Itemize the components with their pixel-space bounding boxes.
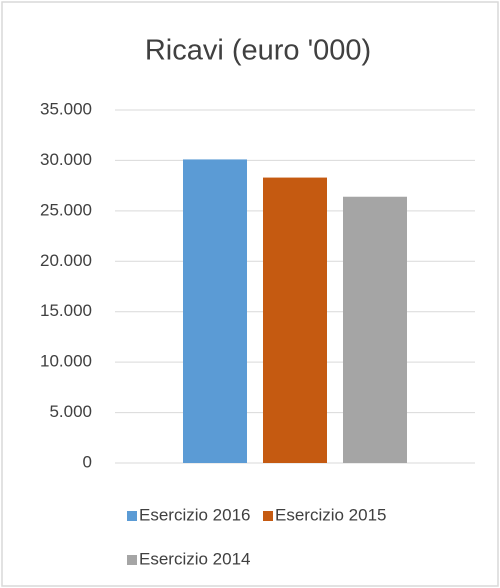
bar	[343, 196, 407, 464]
y-tick-label: 35.000	[40, 99, 92, 118]
y-tick-label: 15.000	[40, 301, 92, 320]
legend-label: Esercizio 2014	[139, 549, 251, 568]
bar	[183, 159, 247, 464]
y-tick-label: 5.000	[49, 402, 92, 421]
chart-title: Ricavi (euro '000)	[145, 35, 371, 67]
legend-label: Esercizio 2016	[139, 505, 251, 524]
bar	[263, 177, 327, 463]
y-tick-label: 10.000	[40, 352, 92, 371]
y-tick-label: 20.000	[40, 251, 92, 270]
y-tick-label: 0	[83, 452, 92, 471]
legend-swatch	[263, 511, 273, 521]
y-tick-label: 25.000	[40, 200, 92, 219]
legend-swatch	[127, 555, 137, 565]
legend-label: Esercizio 2015	[275, 505, 387, 524]
y-tick-label: 30.000	[40, 150, 92, 169]
legend-swatch	[127, 511, 137, 521]
